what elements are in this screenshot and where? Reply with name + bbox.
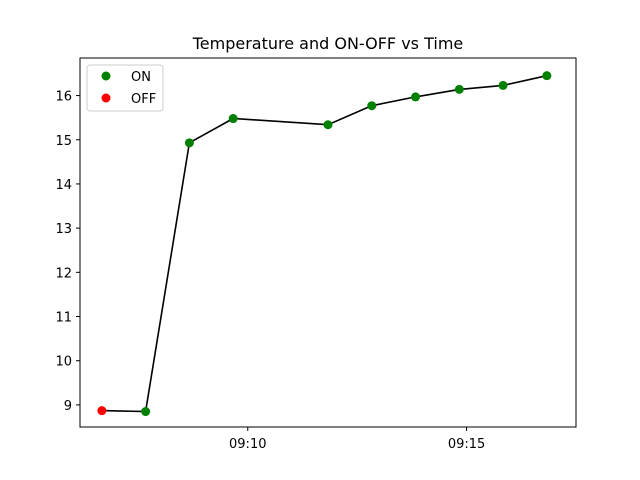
y-tick-label: 13: [55, 222, 72, 237]
temperature-line: [101, 74, 547, 413]
chart-title: Temperature and ON-OFF vs Time: [192, 34, 464, 53]
plot-area: [80, 58, 576, 427]
legend-marker-on: [101, 71, 111, 81]
chart-marks: [97, 71, 552, 417]
data-point-on: [498, 80, 508, 90]
data-point-on: [454, 84, 464, 94]
data-point-on: [542, 71, 552, 81]
legend: ON OFF: [86, 64, 164, 112]
legend-label-on: ON: [131, 70, 151, 85]
legend-marker-off: [101, 93, 111, 103]
y-tick-label: 16: [55, 90, 72, 105]
data-point-off: [97, 406, 107, 416]
data-point-on: [411, 92, 421, 102]
y-tick-label: 15: [55, 134, 72, 149]
data-point-on: [367, 101, 377, 111]
x-tick-label: 09:10: [229, 437, 266, 452]
axes: 9 10 11 12 13 14 15 16 09:10 09:15: [55, 90, 485, 452]
y-tick-label: 12: [55, 266, 72, 281]
y-tick-label: 10: [55, 355, 72, 370]
y-tick-label: 9: [64, 399, 72, 414]
data-point-on: [323, 120, 333, 130]
data-point-on: [228, 114, 238, 124]
y-tick-label: 14: [55, 178, 72, 193]
plot-frame: [79, 57, 577, 428]
data-point-on: [141, 407, 151, 417]
legend-label-off: OFF: [131, 92, 156, 107]
y-tick-label: 11: [55, 311, 72, 326]
data-point-on: [184, 138, 194, 148]
x-tick-label: 09:15: [448, 437, 485, 452]
